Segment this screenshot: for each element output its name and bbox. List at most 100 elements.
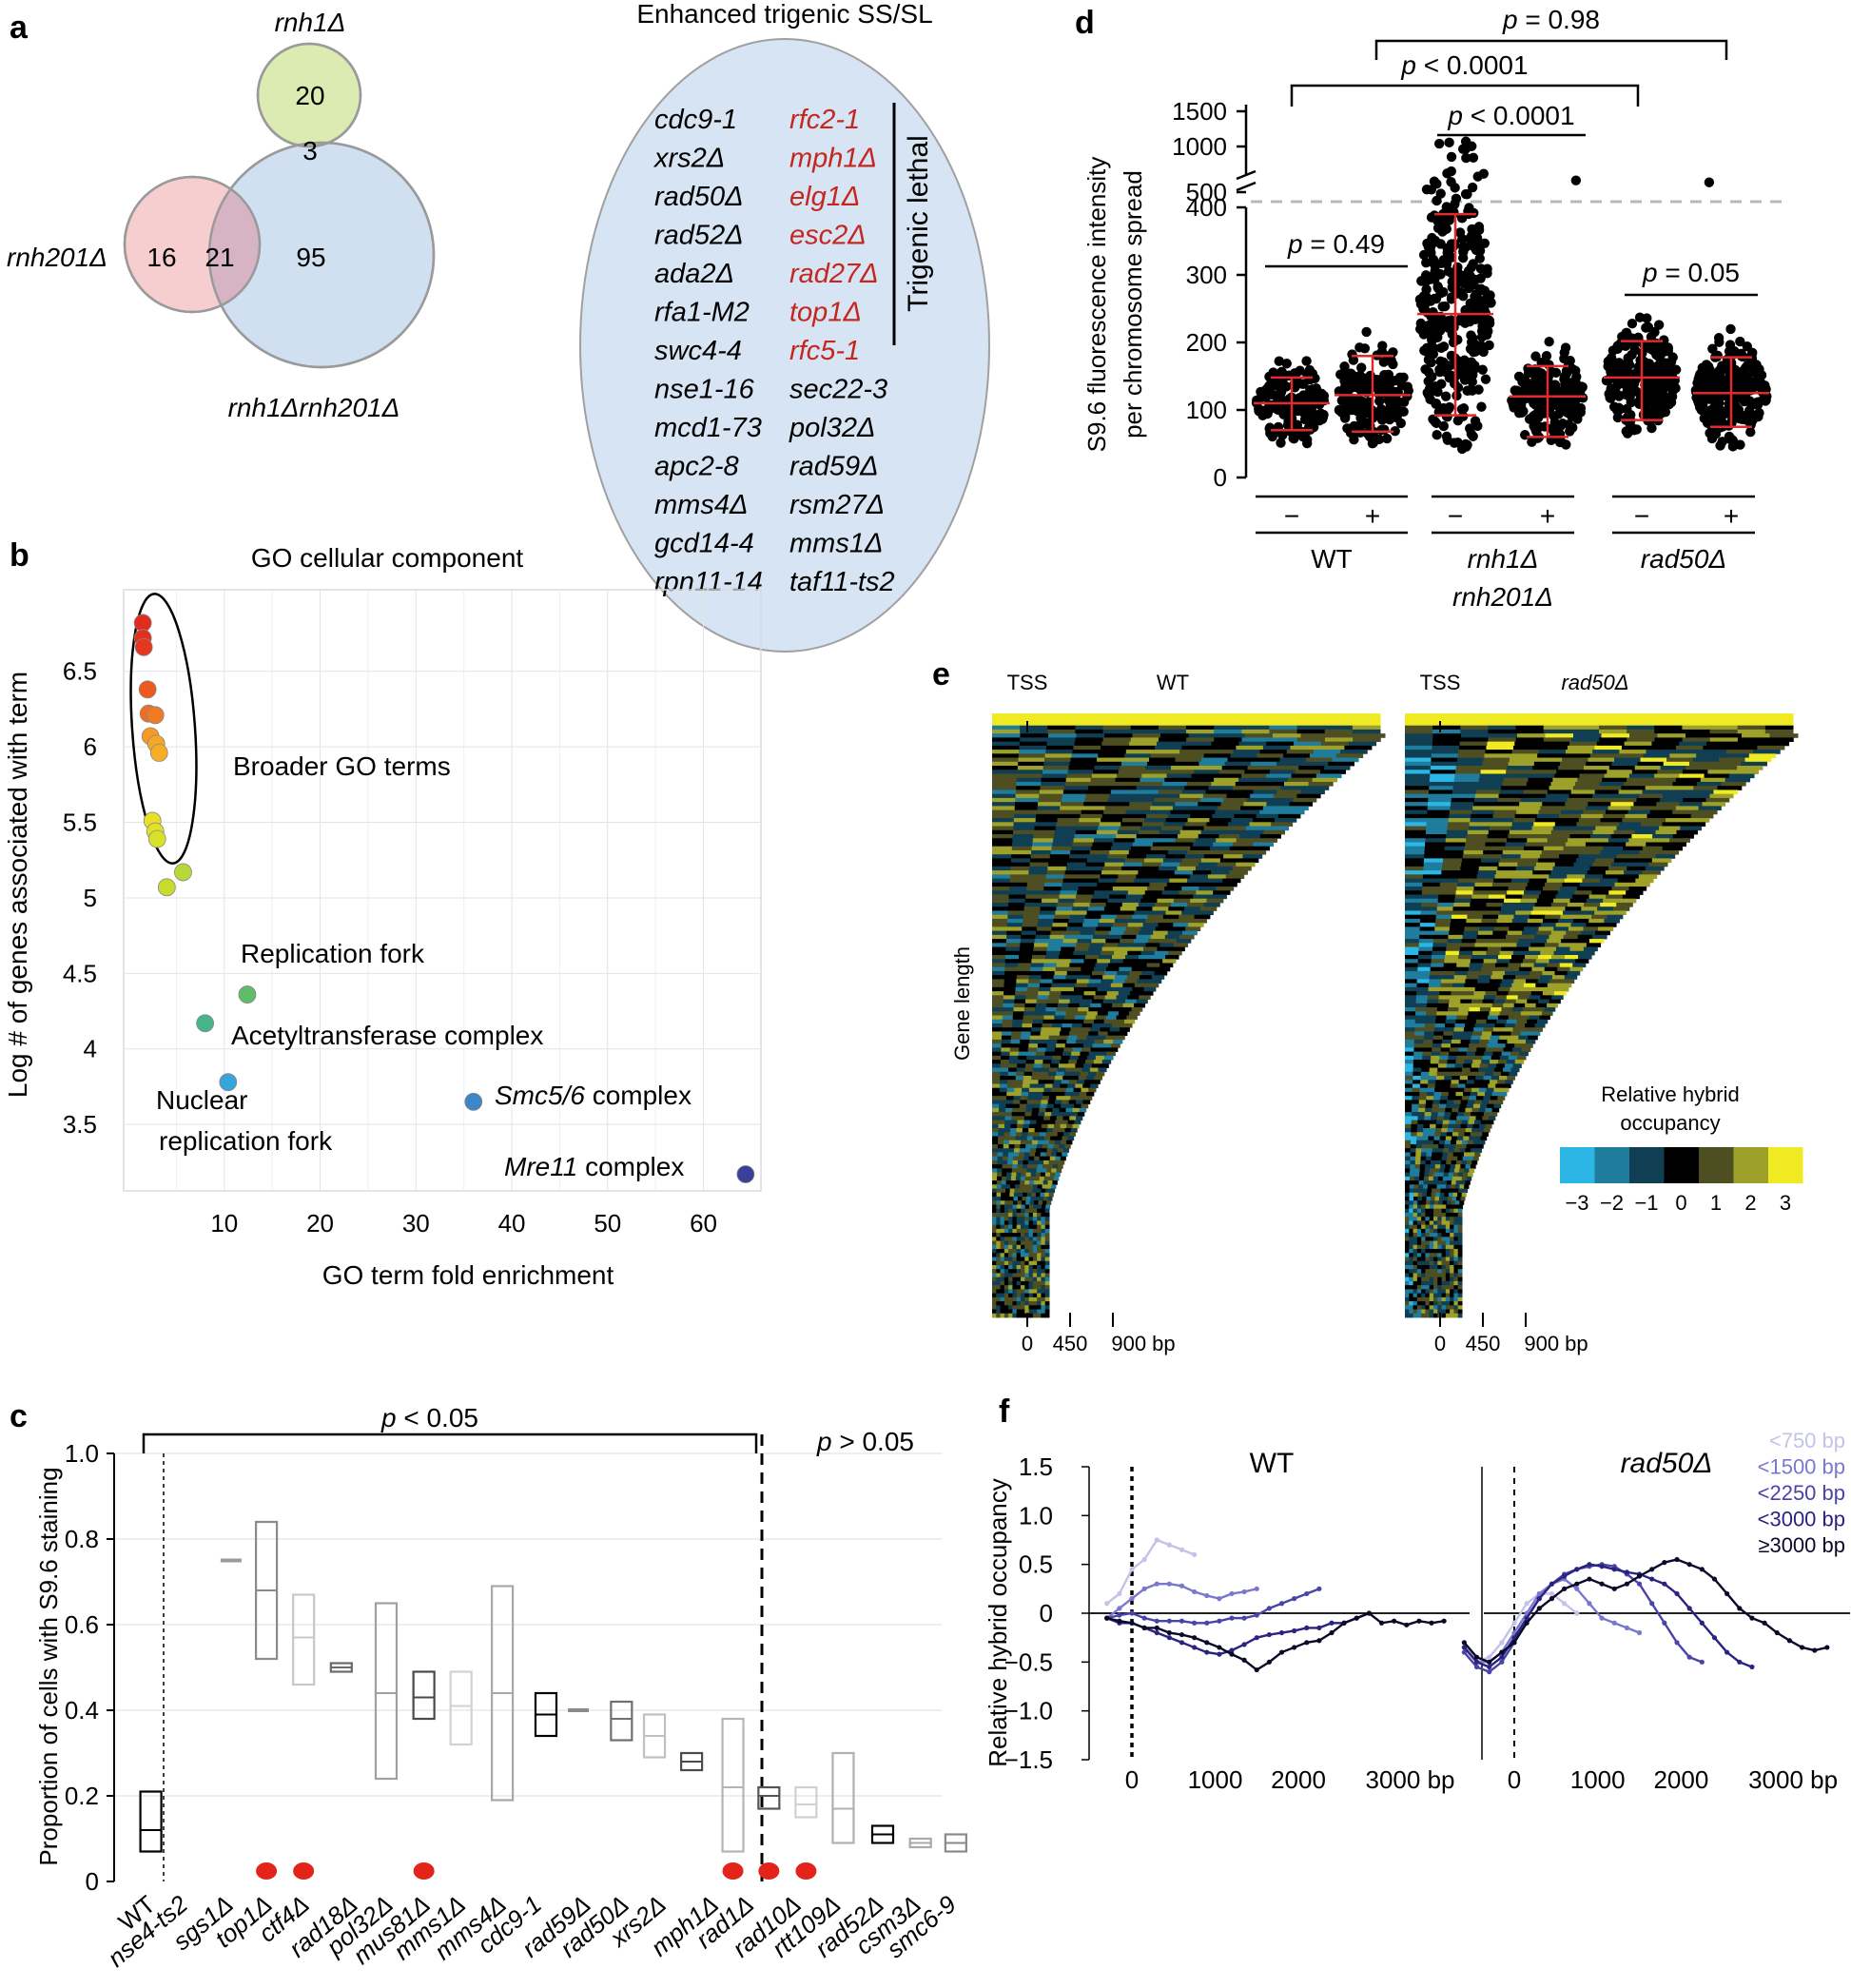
e-heat-cell: [1028, 1043, 1039, 1048]
e-heat-cell: [1543, 729, 1572, 734]
e-heat-cell: [1511, 955, 1526, 960]
e-heat-cell: [1544, 797, 1568, 803]
e-heat-cell: [1022, 1132, 1028, 1137]
e-heat-cell: [1074, 946, 1089, 952]
e-heat-cell: [1052, 923, 1068, 927]
e-heat-cell: [992, 1080, 1001, 1084]
e-heat-cell: [997, 1140, 1004, 1145]
e-heat-cell: [1588, 802, 1611, 807]
e-heat-cell: [1431, 959, 1445, 964]
e-heat-cell: [996, 1197, 1002, 1201]
e-heat-cell: [1203, 854, 1224, 859]
e-heat-cell: [1021, 1296, 1025, 1302]
e-heat-cell: [1604, 773, 1630, 779]
e-heat-cell: [1034, 826, 1057, 831]
e-heat-cell: [1442, 1039, 1452, 1044]
e-heat-cell: [1125, 955, 1140, 960]
e-heat-cell: [1024, 1233, 1030, 1238]
e-heat-cell: [1405, 963, 1419, 968]
e-heat-cell: [1042, 1164, 1048, 1169]
d-dot: [1564, 419, 1574, 430]
e-heat-cell: [992, 1212, 997, 1218]
e-heat-cell: [1590, 834, 1612, 839]
e-heat-cell: [1231, 818, 1254, 823]
e-heat-cell: [1534, 866, 1554, 871]
e-heat-cell: [1122, 1003, 1135, 1008]
e-heat-cell: [1159, 829, 1181, 835]
e-heat-cell: [1132, 914, 1148, 920]
e-heat-cell: [1041, 1148, 1048, 1153]
e-heat-cell: [1104, 806, 1128, 810]
e-heat-cell: [1064, 1091, 1073, 1097]
d-dot: [1519, 430, 1530, 440]
e-heat-cell: [1014, 1148, 1021, 1153]
e-heat-cell: [1065, 1107, 1074, 1113]
e-heat-cell: [1719, 757, 1746, 763]
d-condition-sign: −: [1634, 501, 1649, 531]
e-heat-cell: [1502, 943, 1517, 947]
e-heat-cell: [1221, 829, 1244, 835]
e-heat-cell: [1436, 906, 1454, 911]
d-dot: [1707, 343, 1718, 354]
e-heat-cell: [1128, 1011, 1140, 1016]
e-heat-cell: [1132, 986, 1145, 992]
e-heat-cell: [1044, 1253, 1050, 1257]
e-heat-cell: [1431, 757, 1458, 763]
c-box: [721, 1717, 745, 1853]
e-heat-cell: [1081, 963, 1096, 968]
e-heat-cell: [1549, 999, 1561, 1004]
e-heat-cell: [1405, 975, 1418, 980]
e-heat-cell: [1530, 1031, 1541, 1037]
e-heat-cell: [1047, 1100, 1056, 1105]
e-heat-cell: [1764, 713, 1794, 718]
e-heat-cell: [1466, 1080, 1475, 1084]
e-heat-cell: [1021, 1257, 1025, 1262]
e-heat-cell: [1021, 1091, 1029, 1097]
e-heat-cell: [1034, 1128, 1042, 1133]
e-heat-cell: [1470, 959, 1485, 964]
d-dot: [1339, 370, 1351, 381]
e-heat-cell: [1137, 979, 1150, 984]
e-heat-cell: [1023, 1019, 1034, 1024]
e-heat-cell: [1640, 757, 1667, 763]
e-heat-cell: [1072, 1023, 1083, 1028]
e-heat-cell: [1405, 858, 1425, 864]
e-heat-cell: [1207, 874, 1227, 879]
e-heat-cell: [1021, 1224, 1025, 1230]
e-heat-cell: [1014, 809, 1038, 815]
e-heat-cell: [1453, 975, 1468, 980]
e-heat-cell: [1456, 761, 1484, 767]
e-heat-cell: [1017, 1123, 1024, 1129]
d-dot-outlier: [1704, 177, 1715, 187]
e-heat-cell: [1175, 838, 1197, 843]
e-heat-cell: [1514, 741, 1543, 747]
e-heat-cell: [1037, 1043, 1048, 1048]
e-heat-cell: [1324, 737, 1354, 743]
e-heat-cell: [1154, 797, 1179, 803]
e-heat-cell: [992, 1289, 997, 1294]
e-heat-cell: [1016, 1253, 1022, 1257]
d-dot: [1307, 409, 1317, 419]
e-heat-cell: [1206, 822, 1229, 827]
e-heat-cell: [1017, 1200, 1023, 1205]
d-sig-bracket: [1374, 39, 1728, 60]
e-heat-cell: [1077, 1035, 1088, 1041]
d-dot-outlier: [1467, 182, 1478, 193]
e-heat-cell: [1004, 966, 1019, 972]
e-heat-cell: [1405, 906, 1422, 911]
trigenic-gene-left: apc2-8: [654, 452, 739, 482]
e-heat-cell: [1028, 1293, 1034, 1298]
e-heat-cell: [1570, 721, 1600, 727]
e-heat-cell: [1493, 999, 1506, 1004]
e-heat-cell: [1021, 1260, 1025, 1266]
e-heat-cell: [1589, 797, 1614, 803]
e-heat-cell: [992, 753, 1020, 758]
e-heat-cell: [1056, 1096, 1064, 1101]
e-heat-cell: [1018, 959, 1032, 964]
e-heat-cell: [1037, 923, 1053, 927]
e-heat-cell: [1283, 753, 1311, 758]
e-heat-cell: [1575, 959, 1589, 964]
e-heat-cell: [1302, 761, 1329, 767]
e-heat-cell: [1439, 991, 1452, 996]
e-heat-cell: [1186, 737, 1215, 743]
